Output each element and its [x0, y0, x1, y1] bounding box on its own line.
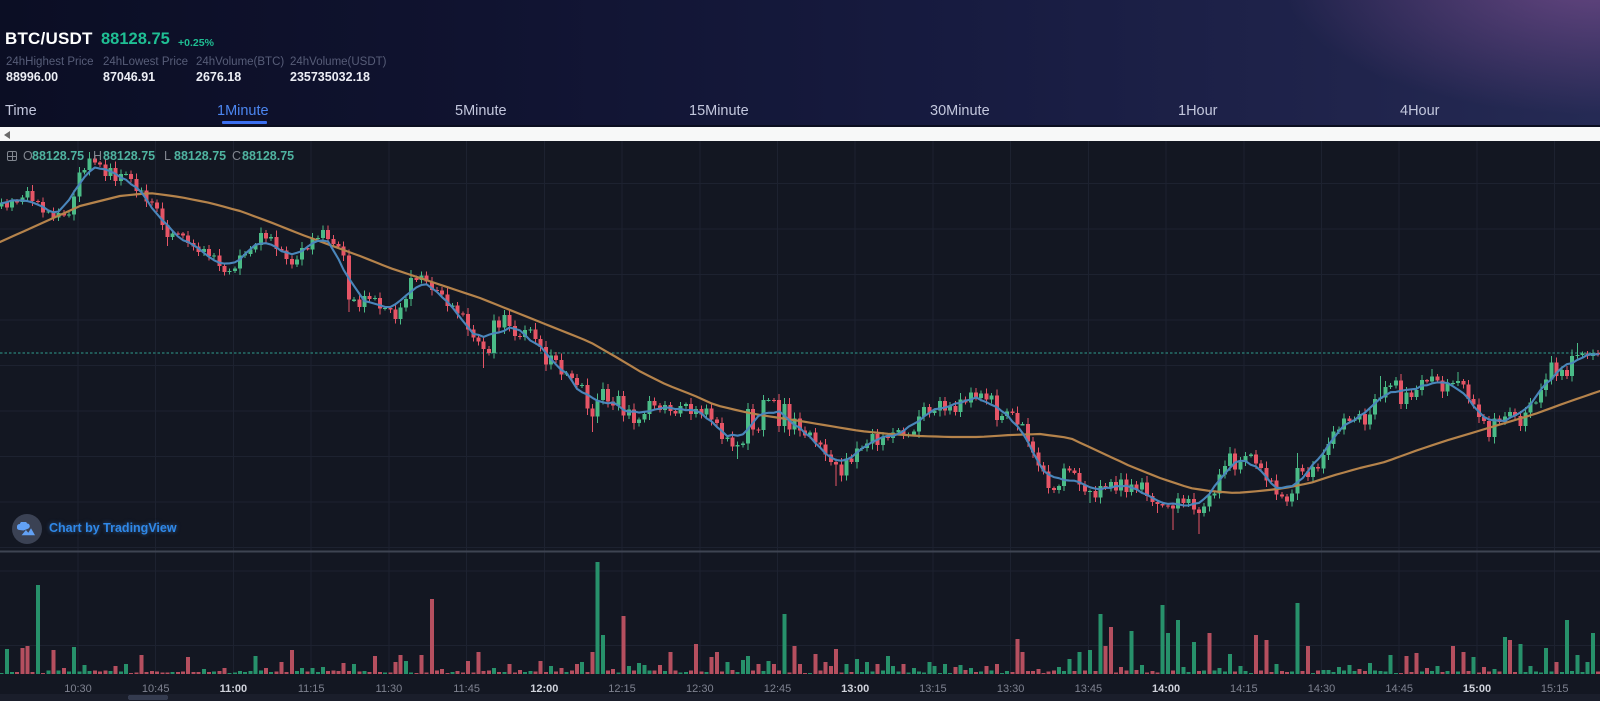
- svg-text:11:00: 11:00: [220, 683, 248, 695]
- svg-text:15:15: 15:15: [1541, 683, 1569, 695]
- svg-text:13:30: 13:30: [997, 683, 1025, 695]
- svg-text:12:30: 12:30: [686, 683, 714, 695]
- svg-text:12:00: 12:00: [530, 683, 558, 695]
- svg-text:10:30: 10:30: [64, 683, 92, 695]
- svg-text:14:15: 14:15: [1230, 683, 1258, 695]
- svg-text:12:15: 12:15: [608, 683, 636, 695]
- svg-text:11:15: 11:15: [298, 683, 325, 695]
- svg-text:14:00: 14:00: [1152, 683, 1180, 695]
- svg-text:14:45: 14:45: [1385, 683, 1413, 695]
- svg-text:12:45: 12:45: [764, 683, 792, 695]
- svg-text:11:30: 11:30: [376, 683, 403, 695]
- svg-text:14:30: 14:30: [1308, 683, 1336, 695]
- svg-text:15:00: 15:00: [1463, 683, 1491, 695]
- svg-text:13:15: 13:15: [919, 683, 947, 695]
- svg-text:13:45: 13:45: [1075, 683, 1103, 695]
- svg-text:11:45: 11:45: [453, 683, 480, 695]
- svg-text:10:45: 10:45: [142, 683, 170, 695]
- svg-text:13:00: 13:00: [841, 683, 869, 695]
